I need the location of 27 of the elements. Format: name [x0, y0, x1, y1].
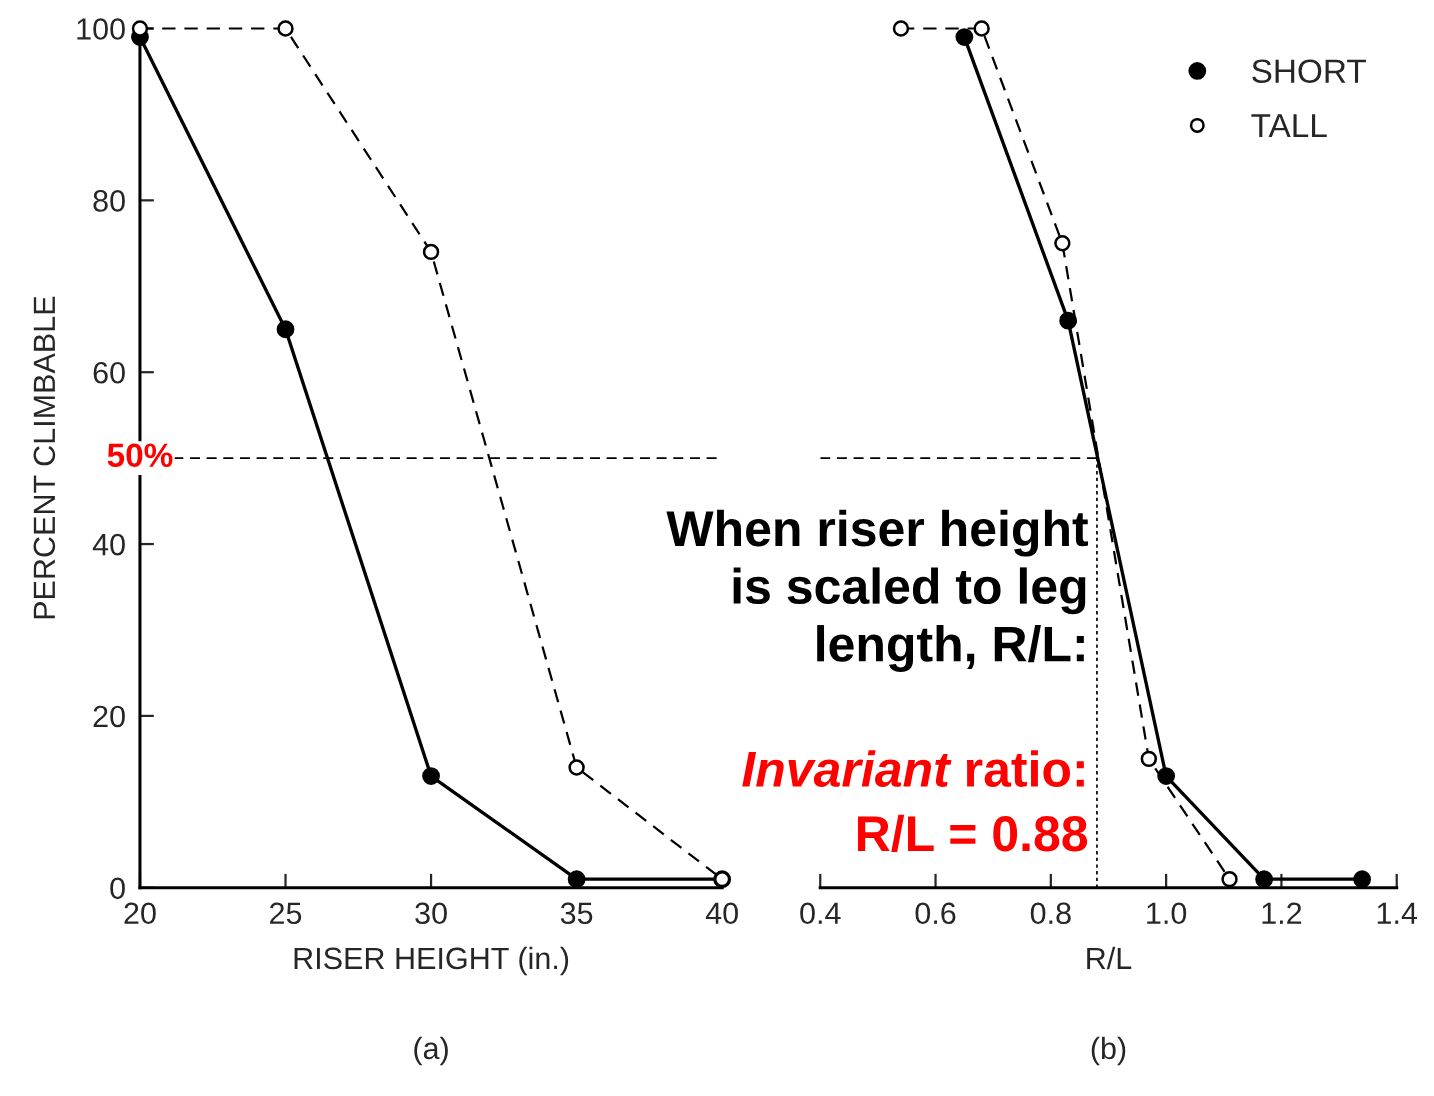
x-tick-label: 25 — [270, 902, 302, 925]
x-tick-label: 1.2 — [1262, 902, 1302, 924]
x-tick-label: 30 — [415, 902, 447, 925]
y-tick-label: 80 — [93, 190, 125, 212]
x-tick-label: 0.8 — [1030, 902, 1071, 925]
x-tick-label: 0.4 — [800, 902, 841, 925]
x-tick-label: 1.0 — [1147, 902, 1187, 925]
annotation: When riser height is scaled to leg length, R/L: — [666, 509, 1089, 672]
y-tick-label: 20 — [93, 705, 125, 728]
y-axis-title: PERCENT CLIMBABLE — [33, 296, 56, 619]
legend-label: SHORT — [1252, 59, 1366, 83]
x-axis-title: R/L — [1087, 946, 1132, 970]
ref-line-label: 50% — [107, 443, 173, 468]
y-tick-label: 100 — [77, 18, 125, 40]
legend-label: TALL — [1251, 114, 1327, 138]
x-tick-label: 20 — [124, 902, 156, 925]
x-tick-label: 35 — [560, 902, 593, 925]
text: (a) — [414, 1036, 448, 1066]
x-axis-title: RISER HEIGHT (in.) — [294, 946, 569, 976]
y-tick-label: 60 — [93, 361, 125, 384]
x-tick-label: 40 — [705, 902, 738, 925]
x-tick-label: 0.6 — [915, 902, 956, 925]
x-tick-label: 1.4 — [1377, 902, 1418, 924]
text: (b) — [1091, 1036, 1126, 1066]
y-tick-label: 0 — [110, 877, 125, 900]
annotation: Invariant ratio: R/L = 0.88 — [742, 750, 1088, 852]
y-tick-label: 40 — [92, 533, 125, 556]
